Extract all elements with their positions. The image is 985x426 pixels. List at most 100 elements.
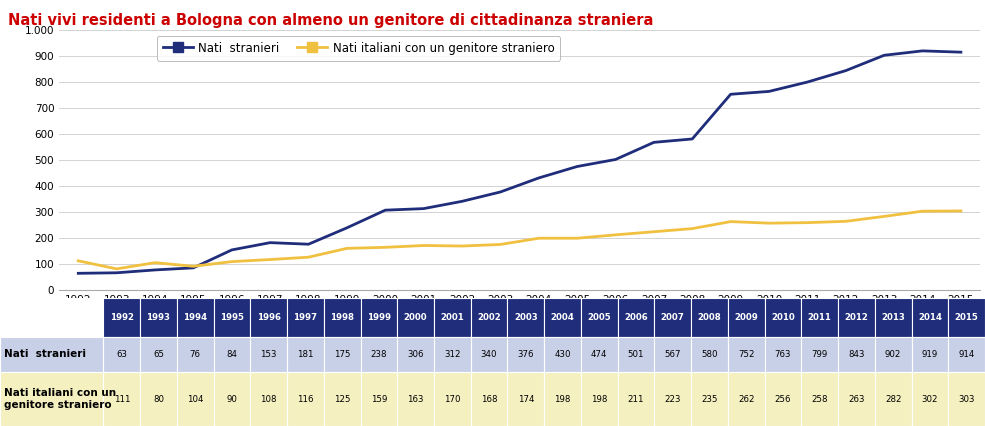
Bar (764, 372, 802, 426)
Text: 198: 198 (555, 394, 570, 404)
Bar (691, 372, 728, 426)
Bar (838, 372, 875, 426)
Bar (103, 372, 140, 426)
Text: 2010: 2010 (771, 313, 795, 322)
Bar (287, 337, 324, 372)
Text: 340: 340 (481, 350, 497, 359)
Text: 1994: 1994 (183, 313, 207, 322)
Bar (397, 372, 434, 426)
Bar (140, 337, 177, 372)
Bar (875, 372, 911, 426)
Text: 76: 76 (190, 350, 201, 359)
Bar (838, 298, 875, 337)
Text: 159: 159 (370, 394, 387, 404)
Bar (728, 337, 764, 372)
Bar (250, 337, 287, 372)
Bar (764, 337, 802, 372)
Bar (581, 337, 618, 372)
Text: 263: 263 (848, 394, 865, 404)
Bar (140, 298, 177, 337)
Text: 238: 238 (370, 350, 387, 359)
Bar (0, 337, 103, 372)
Bar (177, 337, 214, 372)
Text: 168: 168 (481, 394, 497, 404)
Text: 474: 474 (591, 350, 608, 359)
Text: Nati vivi residenti a Bologna con almeno un genitore di cittadinanza straniera: Nati vivi residenti a Bologna con almeno… (8, 13, 653, 28)
Text: 580: 580 (701, 350, 718, 359)
Bar (177, 298, 214, 337)
Text: 108: 108 (260, 394, 277, 404)
Text: Nati italiani con un
genitore straniero: Nati italiani con un genitore straniero (4, 388, 116, 410)
Text: 2007: 2007 (661, 313, 685, 322)
Bar (434, 337, 471, 372)
Bar (618, 298, 654, 337)
Text: 312: 312 (444, 350, 461, 359)
Text: 2014: 2014 (918, 313, 942, 322)
Text: 90: 90 (227, 394, 237, 404)
Text: 1993: 1993 (147, 313, 170, 322)
Bar (214, 337, 250, 372)
Bar (728, 372, 764, 426)
Text: 111: 111 (113, 394, 130, 404)
Bar (544, 298, 581, 337)
Text: 116: 116 (297, 394, 313, 404)
Text: 2012: 2012 (844, 313, 869, 322)
Bar (471, 372, 507, 426)
Bar (581, 372, 618, 426)
Text: 376: 376 (517, 350, 534, 359)
Bar (287, 298, 324, 337)
Bar (581, 298, 618, 337)
Bar (949, 372, 985, 426)
Bar (911, 337, 949, 372)
Text: 181: 181 (297, 350, 313, 359)
Text: 1997: 1997 (294, 313, 317, 322)
Bar (177, 372, 214, 426)
Text: 258: 258 (812, 394, 828, 404)
Text: 282: 282 (885, 394, 901, 404)
Text: 843: 843 (848, 350, 865, 359)
Bar (802, 337, 838, 372)
Text: 223: 223 (665, 394, 681, 404)
Text: 1998: 1998 (330, 313, 355, 322)
Text: 175: 175 (334, 350, 351, 359)
Bar (361, 372, 397, 426)
Text: 80: 80 (153, 394, 164, 404)
Text: 2004: 2004 (551, 313, 574, 322)
Text: 2002: 2002 (478, 313, 501, 322)
Bar (250, 372, 287, 426)
Bar (397, 337, 434, 372)
Bar (361, 298, 397, 337)
Bar (250, 298, 287, 337)
Text: 306: 306 (408, 350, 424, 359)
Bar (140, 372, 177, 426)
Text: 2001: 2001 (440, 313, 464, 322)
Bar (507, 372, 544, 426)
Text: 1992: 1992 (109, 313, 134, 322)
Bar (764, 298, 802, 337)
Bar (654, 372, 691, 426)
Bar (728, 298, 764, 337)
Text: 303: 303 (958, 394, 975, 404)
Text: 2009: 2009 (735, 313, 758, 322)
Bar (654, 337, 691, 372)
Text: 567: 567 (665, 350, 681, 359)
Bar (287, 372, 324, 426)
Bar (434, 372, 471, 426)
Bar (324, 298, 361, 337)
Legend: Nati  stranieri, Nati italiani con un genitore straniero: Nati stranieri, Nati italiani con un gen… (157, 36, 560, 60)
Text: 919: 919 (922, 350, 938, 359)
Bar (838, 337, 875, 372)
Bar (654, 298, 691, 337)
Bar (507, 298, 544, 337)
Text: 198: 198 (591, 394, 608, 404)
Text: 262: 262 (738, 394, 755, 404)
Bar (324, 372, 361, 426)
Text: 211: 211 (627, 394, 644, 404)
Text: 2015: 2015 (954, 313, 978, 322)
Text: 174: 174 (517, 394, 534, 404)
Bar (471, 337, 507, 372)
Text: 2006: 2006 (624, 313, 648, 322)
Bar (103, 298, 140, 337)
Text: Nati  stranieri: Nati stranieri (4, 349, 86, 360)
Bar (618, 372, 654, 426)
